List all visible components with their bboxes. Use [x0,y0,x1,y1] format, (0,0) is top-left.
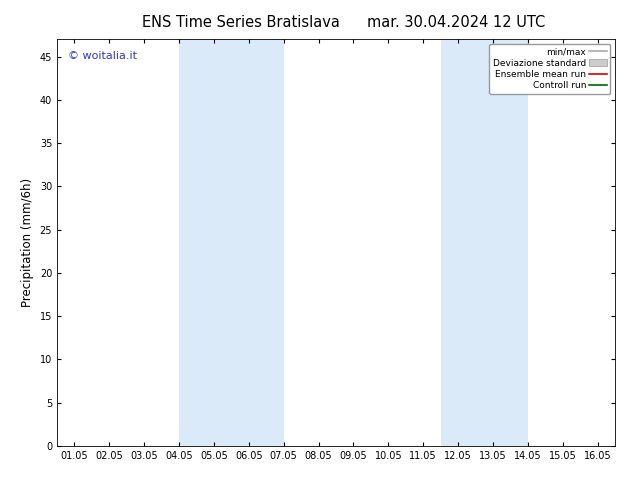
Text: © woitalia.it: © woitalia.it [68,51,137,61]
Bar [441,39,528,446]
Legend: min/max, Deviazione standard, Ensemble mean run, Controll run: min/max, Deviazione standard, Ensemble m… [489,44,611,94]
Y-axis label: Precipitation (mm/6h): Precipitation (mm/6h) [21,178,34,307]
Text: ENS Time Series Bratislava: ENS Time Series Bratislava [142,15,340,30]
Bar [179,39,284,446]
Text: mar. 30.04.2024 12 UTC: mar. 30.04.2024 12 UTC [367,15,546,30]
